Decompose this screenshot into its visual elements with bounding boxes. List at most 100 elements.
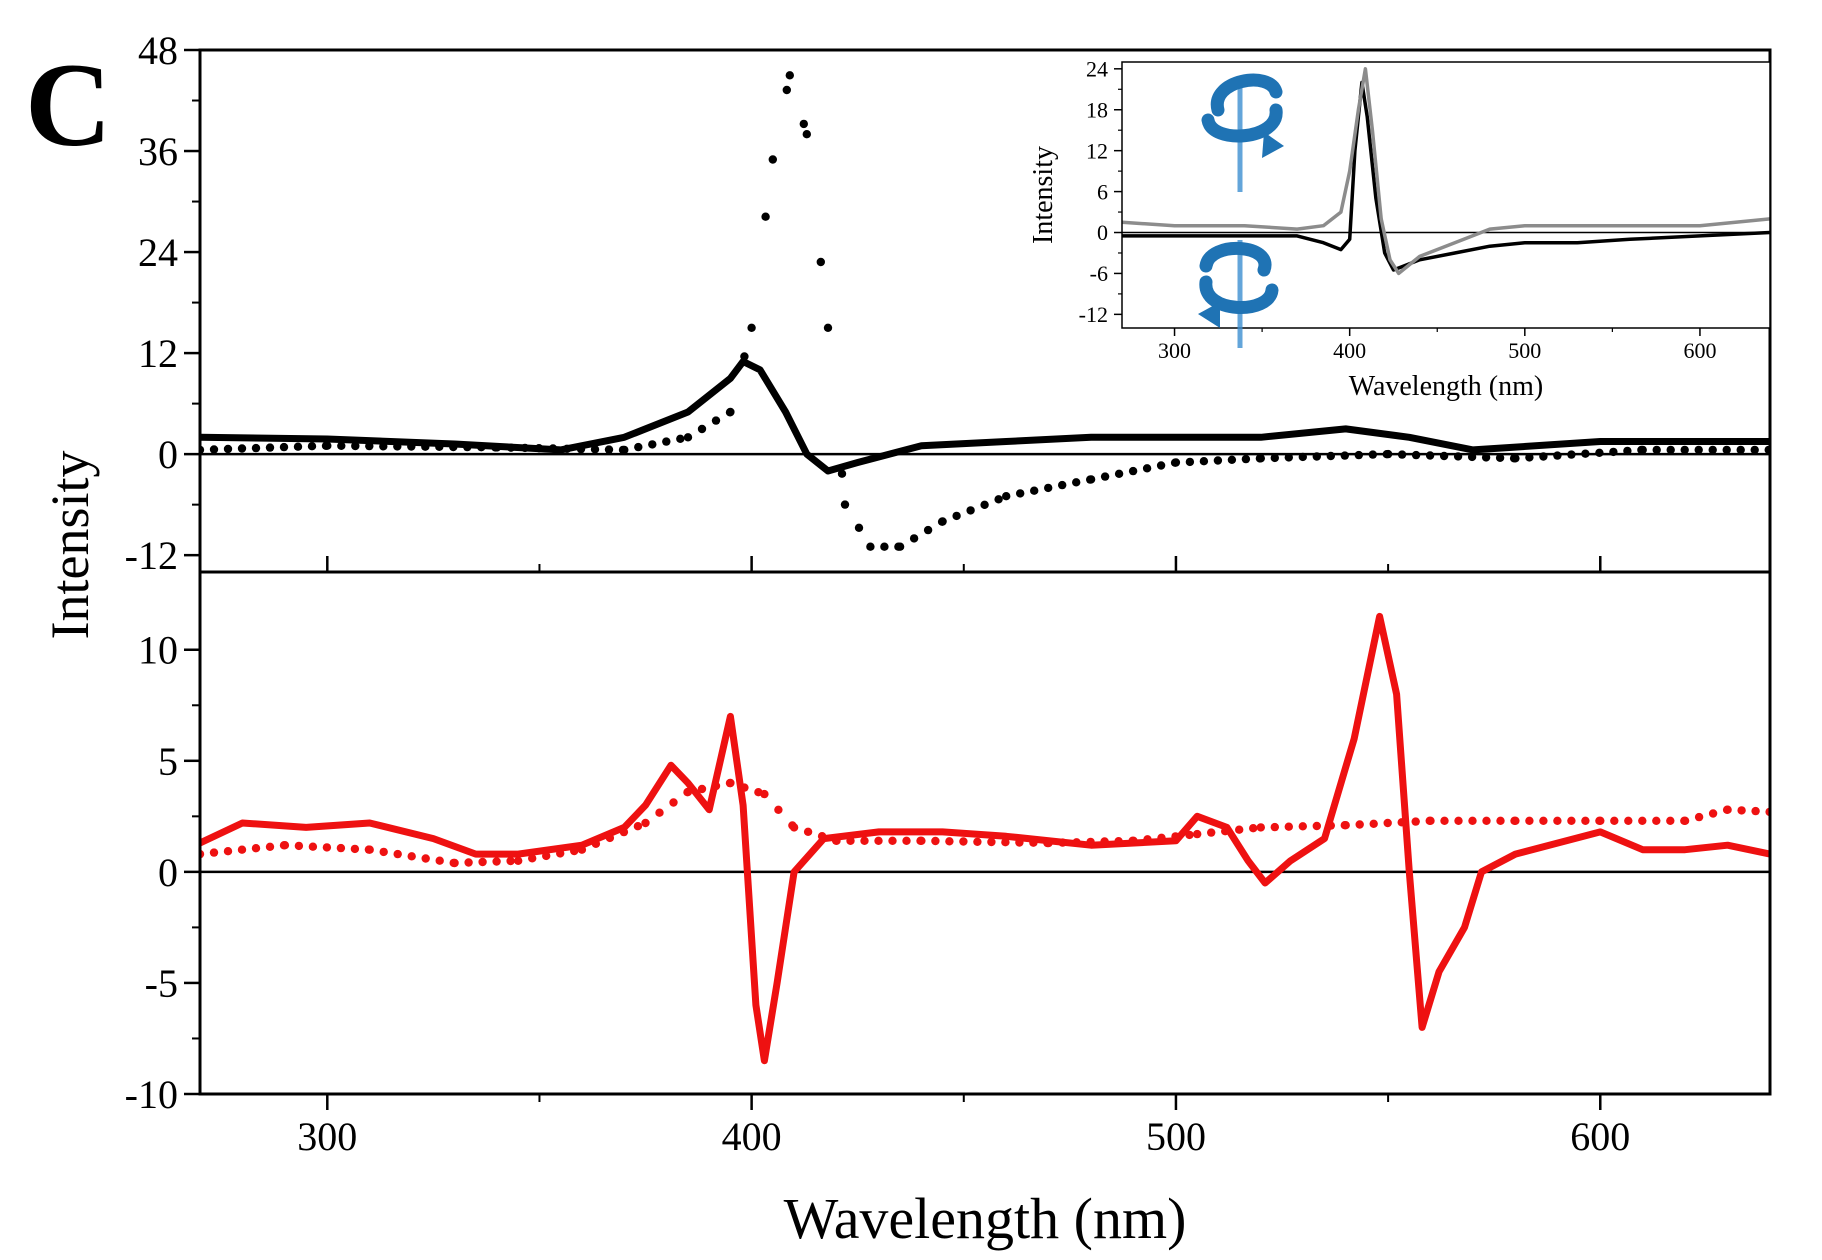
data-point [1326,451,1336,461]
data-point [802,130,811,139]
data-point [365,845,374,854]
data-point [1221,827,1230,836]
data-point [605,833,615,843]
data-point [1539,452,1548,461]
x-tick-label: 600 [1683,338,1716,363]
data-point [1171,458,1181,467]
data-point [350,844,360,854]
y-tick-label: 10 [138,628,178,673]
data-point [265,443,275,452]
y-tick-label: 12 [1086,138,1108,163]
data-point [351,441,360,451]
data-point [846,836,855,845]
data-point [435,856,444,865]
data-point [866,542,875,551]
series-dotted [200,71,1770,551]
data-point [1397,818,1406,827]
data-point [265,842,275,851]
data-point [832,836,841,845]
data-point [1581,816,1590,825]
data-point [1596,816,1605,825]
data-point [407,442,416,451]
x-tick-label: 400 [1333,338,1366,363]
y-tick-label: -6 [1090,261,1108,286]
data-point [1723,805,1732,814]
data-point [697,424,707,434]
data-point [1058,838,1067,847]
plot-area [200,71,1770,551]
data-point [917,836,926,845]
data-point [1129,836,1138,845]
x-tick-label: 400 [722,1114,782,1159]
series-line [1122,80,1770,272]
data-point [1680,445,1689,455]
data-point [816,257,825,267]
data-point [1128,466,1138,476]
data-point [803,827,813,836]
data-point [280,841,290,850]
data-point [768,155,777,164]
data-point [591,839,601,848]
data-point [1383,818,1392,828]
plot-area [1122,67,1770,276]
data-point [1439,451,1449,461]
data-point [1567,816,1576,825]
data-point [209,848,219,857]
data-point [1072,838,1081,847]
data-point [1609,447,1618,457]
data-point [973,837,982,846]
data-point [294,841,304,851]
data-point [1553,816,1562,825]
data-point [1638,445,1647,455]
data-point [1142,464,1152,473]
data-point [1312,821,1322,831]
data-point [477,443,486,452]
data-point [860,836,869,845]
data-point [711,781,721,791]
data-point [322,843,332,852]
data-point [1511,454,1520,463]
data-point [464,858,473,867]
data-point [1157,833,1166,842]
y-tick-label: 0 [158,850,178,895]
data-point [1708,809,1718,818]
data-point [336,843,346,853]
clockwise-rotation-icon [1201,73,1284,192]
plot-frame [1121,61,1771,329]
data-point [1383,449,1393,459]
data-point [1002,492,1011,501]
data-point [421,442,430,451]
data-point [1298,452,1308,462]
data-point [1736,445,1745,455]
data-point [633,822,643,831]
x-tick-label: 300 [297,1114,357,1159]
data-point [577,845,587,854]
y-tick-label: 0 [158,432,178,477]
data-point [209,445,219,454]
data-point [1694,445,1703,455]
data-point [379,847,388,857]
data-point [726,407,735,417]
inset-background [1122,62,1770,328]
data-point [1638,816,1647,825]
data-point [251,844,261,853]
data-point [223,444,233,454]
data-point [817,832,827,841]
data-point [789,823,799,832]
data-point [520,443,530,453]
data-point [307,442,317,451]
y-tick-label: 24 [1086,57,1108,82]
inset-y-axis-label: Intensity [1028,146,1059,244]
data-point [641,818,650,828]
data-point [365,441,374,451]
data-point [1652,445,1661,455]
data-point [1581,449,1590,458]
data-point [1001,838,1010,847]
data-point [1143,835,1152,844]
data-point [379,442,388,451]
data-point [980,500,989,509]
data-point [293,442,303,451]
y-tick-label: 5 [158,739,178,784]
counterclockwise-rotation-icon [1198,240,1279,348]
data-point [1652,816,1661,825]
